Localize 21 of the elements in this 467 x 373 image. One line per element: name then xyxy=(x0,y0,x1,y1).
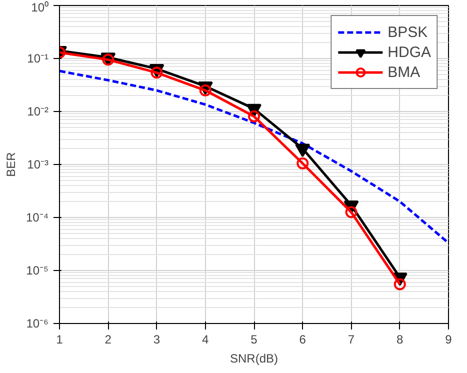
y-tick-label: 10⁻¹ xyxy=(27,52,49,66)
x-tick-label: 3 xyxy=(153,332,160,346)
y-tick-label: 10⁰ xyxy=(31,0,49,14)
y-tick-label: 10⁻⁴ xyxy=(26,210,49,224)
x-tick-label: 1 xyxy=(56,332,64,346)
x-tick-label: 8 xyxy=(396,332,404,346)
y-axis-title: BER xyxy=(4,152,18,177)
x-tick-label: 9 xyxy=(445,332,452,346)
y-tick-label: 10⁻² xyxy=(27,104,49,118)
legend-label: HDGA xyxy=(388,44,431,60)
legend-label: BPSK xyxy=(388,24,428,40)
x-tick-label: 2 xyxy=(104,332,112,346)
y-tick-label: 10⁻⁵ xyxy=(26,264,49,278)
x-tick-label: 5 xyxy=(250,332,258,346)
y-tick-label: 10⁻³ xyxy=(27,158,49,172)
legend-label: BMA xyxy=(388,64,420,80)
x-tick-label: 7 xyxy=(348,332,355,346)
x-tick-label: 6 xyxy=(299,332,306,346)
y-tick-label: 10⁻⁶ xyxy=(26,316,49,330)
x-tick-label: 4 xyxy=(202,332,210,346)
x-axis-title: SNR(dB) xyxy=(230,352,278,366)
